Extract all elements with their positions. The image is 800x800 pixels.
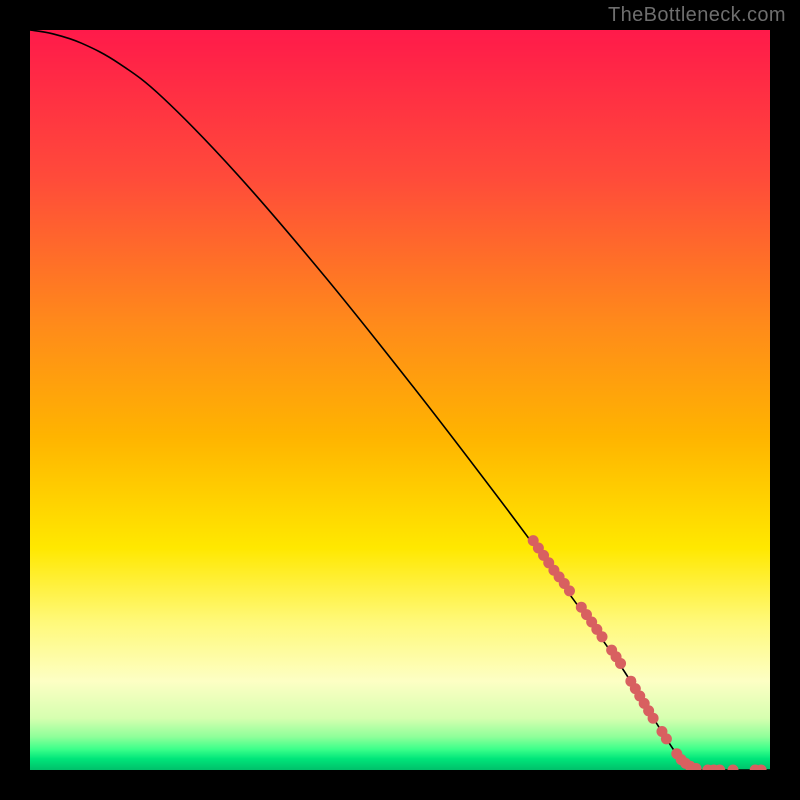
bottleneck-curve-chart — [30, 30, 770, 770]
chart-marker — [661, 733, 672, 744]
chart-marker — [615, 658, 626, 669]
watermark-text: TheBottleneck.com — [608, 4, 786, 27]
chart-marker — [648, 713, 659, 724]
chart-background — [30, 30, 770, 770]
chart-plot-area — [30, 30, 770, 770]
chart-marker — [564, 585, 575, 596]
chart-marker — [597, 631, 608, 642]
